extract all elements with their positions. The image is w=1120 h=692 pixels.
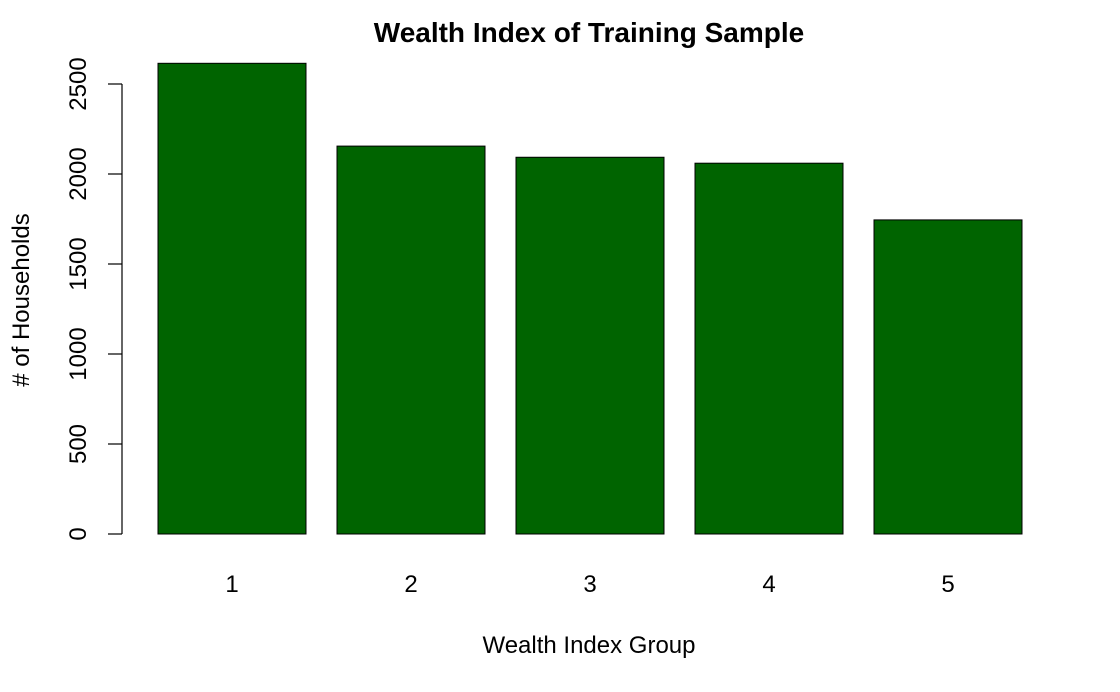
x-tick-label: 4 <box>762 571 775 598</box>
y-tick-label: 0 <box>65 527 92 540</box>
y-axis: 0 500 1000 1500 2000 2500 <box>65 57 123 541</box>
x-axis-label: Wealth Index Group <box>482 632 695 659</box>
x-tick-label: 2 <box>404 571 417 598</box>
x-tick-label: 3 <box>583 571 596 598</box>
x-tick-label: 1 <box>225 571 238 598</box>
bar <box>873 219 1023 535</box>
bar <box>515 156 665 535</box>
y-tick-label: 2000 <box>65 147 92 200</box>
bar <box>157 62 307 535</box>
y-tick-label: 1500 <box>65 237 92 290</box>
y-tick-label: 2500 <box>65 57 92 110</box>
y-ticks: 0 500 1000 1500 2000 2500 <box>65 57 122 541</box>
x-tick-label: 5 <box>941 571 954 598</box>
chart-title: Wealth Index of Training Sample <box>374 17 804 48</box>
y-tick-label: 500 <box>65 424 92 464</box>
y-tick-label: 1000 <box>65 327 92 380</box>
bar <box>336 145 486 535</box>
y-axis-label: # of Households <box>8 213 35 386</box>
bar <box>694 162 844 535</box>
bars <box>157 62 1023 535</box>
x-tick-labels: 1 2 3 4 5 <box>225 571 954 598</box>
